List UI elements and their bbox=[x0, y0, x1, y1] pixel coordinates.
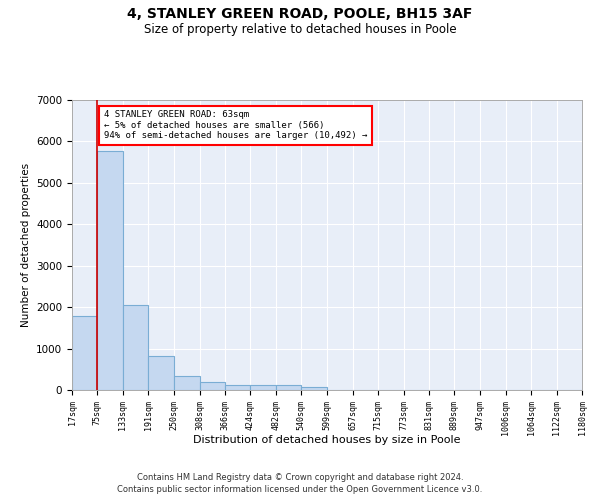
Bar bbox=[200, 382, 225, 390]
Text: Contains HM Land Registry data © Crown copyright and database right 2024.: Contains HM Land Registry data © Crown c… bbox=[137, 472, 463, 482]
Y-axis label: Number of detached properties: Number of detached properties bbox=[20, 163, 31, 327]
Bar bbox=[276, 386, 301, 390]
Bar bbox=[72, 316, 97, 390]
Bar bbox=[225, 385, 250, 390]
Bar bbox=[97, 150, 123, 390]
Text: 4 STANLEY GREEN ROAD: 63sqm
← 5% of detached houses are smaller (566)
94% of sem: 4 STANLEY GREEN ROAD: 63sqm ← 5% of deta… bbox=[104, 110, 367, 140]
Bar bbox=[250, 386, 276, 390]
Text: Size of property relative to detached houses in Poole: Size of property relative to detached ho… bbox=[143, 22, 457, 36]
Bar bbox=[301, 386, 327, 390]
Bar bbox=[123, 304, 148, 390]
Bar bbox=[148, 356, 174, 390]
Text: 4, STANLEY GREEN ROAD, POOLE, BH15 3AF: 4, STANLEY GREEN ROAD, POOLE, BH15 3AF bbox=[127, 8, 473, 22]
Bar bbox=[174, 376, 200, 390]
Text: Contains public sector information licensed under the Open Government Licence v3: Contains public sector information licen… bbox=[118, 485, 482, 494]
Text: Distribution of detached houses by size in Poole: Distribution of detached houses by size … bbox=[193, 435, 461, 445]
